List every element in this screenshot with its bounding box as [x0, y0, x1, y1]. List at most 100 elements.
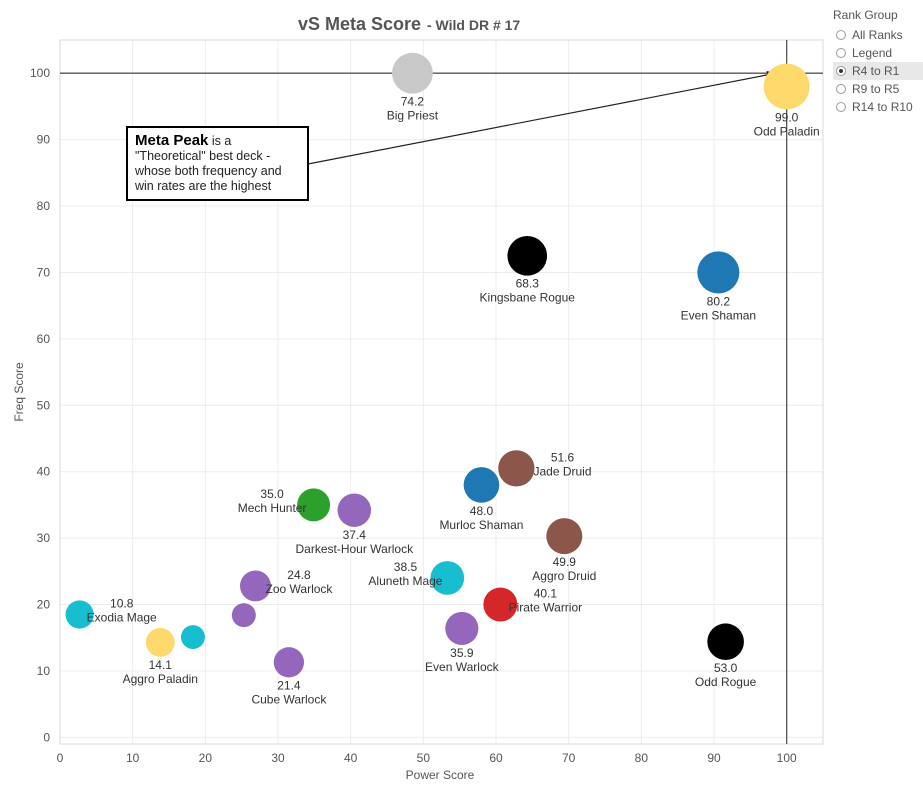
- rank-group-filter: Rank Group All Ranks Legend R4 to R1 R9 to …: [833, 8, 923, 116]
- y-tick-label: 30: [37, 531, 51, 545]
- x-tick-label: 10: [126, 751, 140, 765]
- y-tick-label: 40: [37, 465, 51, 479]
- radio-icon[interactable]: [836, 48, 846, 58]
- data-label-name: Mech Hunter: [238, 501, 307, 515]
- y-tick-label: 60: [37, 332, 51, 346]
- data-label-name: Odd Paladin: [754, 124, 820, 138]
- data-point: [763, 63, 810, 110]
- data-label-name: Kingsbane Rogue: [480, 291, 576, 305]
- data-label-name: Even Warlock: [425, 660, 500, 674]
- filter-option[interactable]: Legend: [833, 44, 923, 62]
- filter-option[interactable]: R9 to R5: [833, 80, 923, 98]
- filter-option-label: R9 to R5: [852, 82, 900, 96]
- chart-subtitle: - Wild DR # 17: [427, 17, 520, 33]
- data-label-score: 35.0: [260, 487, 284, 501]
- y-tick-label: 50: [37, 398, 51, 412]
- data-label-score: 35.9: [450, 646, 474, 660]
- data-point: [337, 493, 372, 527]
- annotation-title: Meta Peak: [135, 132, 209, 149]
- y-tick-label: 90: [37, 133, 51, 147]
- data-label-name: Jade Druid: [533, 464, 591, 478]
- data-label-name: Aggro Druid: [532, 569, 596, 583]
- data-point: [65, 600, 94, 629]
- data-point: [145, 627, 175, 657]
- data-point: [273, 647, 305, 678]
- data-label-score: 24.8: [287, 568, 311, 582]
- filter-option-label: R14 to R10: [852, 100, 913, 114]
- chart-title: vS Meta Score: [298, 14, 421, 34]
- x-tick-label: 50: [417, 751, 431, 765]
- data-label-score: 14.1: [149, 658, 173, 672]
- annotation-arrow: [307, 72, 778, 165]
- data-label-score: 10.8: [110, 596, 134, 610]
- data-label-name: Zoo Warlock: [266, 582, 334, 596]
- filter-option-label: All Ranks: [852, 28, 903, 42]
- filter-option[interactable]: All Ranks: [833, 26, 923, 44]
- data-label-name: Pirate Warrior: [509, 601, 583, 615]
- data-point: [546, 518, 583, 555]
- data-points: [65, 52, 810, 678]
- data-label-name: Murloc Shaman: [439, 518, 523, 532]
- x-tick-label: 100: [777, 751, 797, 765]
- data-label-score: 68.3: [516, 277, 540, 291]
- x-tick-label: 0: [57, 751, 64, 765]
- radio-icon[interactable]: [836, 30, 846, 40]
- radio-icon[interactable]: [836, 102, 846, 112]
- x-tick-label: 30: [271, 751, 285, 765]
- data-label-score: 40.1: [534, 587, 558, 601]
- data-point: [707, 623, 744, 661]
- data-label-name: Exodia Mage: [87, 610, 157, 624]
- annotation-text: is a "Theoretical" best deck - whose bot…: [135, 134, 282, 193]
- data-point: [483, 587, 518, 622]
- data-label-score: 53.0: [714, 661, 738, 675]
- data-label-score: 21.4: [277, 678, 301, 692]
- data-label-score: 48.0: [470, 504, 494, 518]
- filter-option[interactable]: R14 to R10: [833, 98, 923, 116]
- data-label-score: 49.9: [553, 555, 577, 569]
- y-axis-title: Freq Score: [12, 362, 26, 422]
- data-point: [430, 561, 465, 595]
- x-tick-label: 80: [635, 751, 649, 765]
- data-point: [297, 488, 331, 522]
- data-label-name: Aggro Paladin: [123, 672, 198, 686]
- y-tick-label: 70: [37, 265, 51, 279]
- data-label-score: 51.6: [551, 450, 575, 464]
- filter-option[interactable]: R4 to R1: [833, 62, 923, 80]
- data-label-name: Cube Warlock: [251, 692, 327, 706]
- filter-title: Rank Group: [833, 8, 898, 22]
- data-point: [392, 52, 433, 94]
- data-label-name: Odd Rogue: [695, 675, 757, 689]
- x-axis-title: Power Score: [406, 768, 475, 782]
- y-tick-label: 20: [37, 598, 51, 612]
- x-tick-label: 60: [489, 751, 503, 765]
- data-label-name: Even Shaman: [681, 308, 756, 322]
- data-label-name: Darkest-Hour Warlock: [296, 542, 415, 556]
- data-point: [697, 251, 740, 294]
- data-label-score: 37.4: [343, 528, 367, 542]
- data-point: [498, 450, 535, 487]
- data-point: [507, 236, 548, 276]
- data-label-score: 99.0: [775, 110, 799, 124]
- data-label-score: 38.5: [394, 560, 418, 574]
- radio-icon[interactable]: [836, 84, 846, 94]
- filter-option-label: Legend: [852, 46, 893, 60]
- filter-option-label: R4 to R1: [852, 64, 900, 78]
- y-tick-label: 80: [37, 199, 51, 213]
- y-tick-label: 10: [37, 664, 51, 678]
- data-label-score: 74.2: [401, 95, 425, 109]
- meta-peak-annotation: Meta Peak is a "Theoretical" best deck -…: [126, 126, 309, 201]
- x-tick-label: 90: [707, 751, 721, 765]
- data-label-name: Big Priest: [387, 109, 439, 123]
- data-label-name: Aluneth Mage: [368, 574, 442, 588]
- filter-options: All Ranks Legend R4 to R1 R9 to R5 R14 to R1…: [833, 26, 923, 116]
- x-tick-label: 70: [562, 751, 576, 765]
- x-tick-label: 20: [199, 751, 213, 765]
- radio-icon[interactable]: [836, 66, 846, 76]
- x-tick-label: 40: [344, 751, 358, 765]
- data-point: [463, 467, 500, 503]
- data-label-score: 80.2: [707, 294, 731, 308]
- y-tick-label: 0: [43, 730, 50, 744]
- y-tick-label: 100: [30, 66, 50, 80]
